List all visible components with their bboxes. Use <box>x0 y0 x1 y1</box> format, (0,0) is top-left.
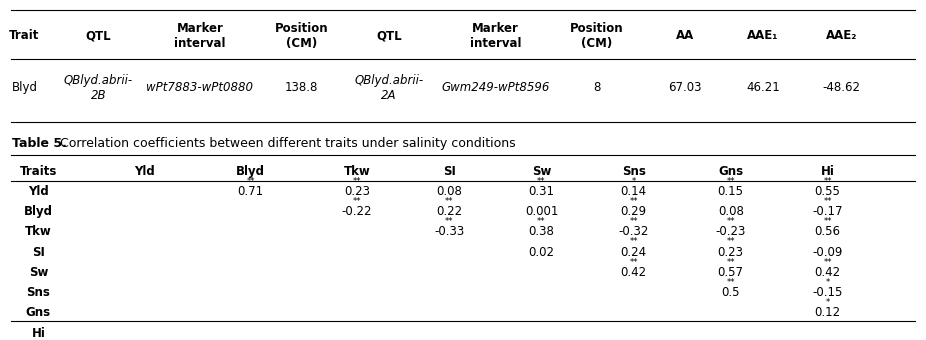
Text: 0.71: 0.71 <box>238 185 264 198</box>
Text: -0.09: -0.09 <box>812 246 843 259</box>
Text: Gns: Gns <box>719 165 744 178</box>
Text: Sns: Sns <box>622 165 645 178</box>
Text: Sns: Sns <box>26 286 50 299</box>
Text: Gns: Gns <box>26 306 51 319</box>
Text: 0.56: 0.56 <box>815 225 841 238</box>
Text: **: ** <box>630 217 638 226</box>
Text: wPt7883-wPt0880: wPt7883-wPt0880 <box>146 81 254 95</box>
Text: AAE₁: AAE₁ <box>747 29 779 42</box>
Text: 0.23: 0.23 <box>344 185 369 198</box>
Text: **: ** <box>444 217 454 226</box>
Text: 0.24: 0.24 <box>620 246 647 259</box>
Text: 0.29: 0.29 <box>620 205 647 218</box>
Text: **: ** <box>537 176 545 186</box>
Text: **: ** <box>630 257 638 267</box>
Text: 0.42: 0.42 <box>620 266 647 279</box>
Text: **: ** <box>823 176 832 186</box>
Text: *: * <box>826 278 830 287</box>
Text: Blyd: Blyd <box>24 205 53 218</box>
Text: 0.14: 0.14 <box>620 185 647 198</box>
Text: **: ** <box>823 257 832 267</box>
Text: 0.08: 0.08 <box>436 185 462 198</box>
Text: QBlyd.abrii-
2A: QBlyd.abrii- 2A <box>355 74 424 102</box>
Text: Position
(CM): Position (CM) <box>275 22 328 50</box>
Text: Hi: Hi <box>31 327 45 340</box>
Text: -0.33: -0.33 <box>434 225 464 238</box>
Text: -0.23: -0.23 <box>716 225 746 238</box>
Text: **: ** <box>727 257 735 267</box>
Text: Position
(CM): Position (CM) <box>570 22 624 50</box>
Text: Marker
interval: Marker interval <box>469 22 521 50</box>
Text: Blyd: Blyd <box>236 165 265 178</box>
Text: **: ** <box>727 176 735 186</box>
Text: *: * <box>632 176 636 186</box>
Text: **: ** <box>246 176 255 186</box>
Text: Yld: Yld <box>28 185 49 198</box>
Text: 8: 8 <box>594 81 601 95</box>
Text: Table 5.: Table 5. <box>12 137 68 150</box>
Text: **: ** <box>444 197 454 206</box>
Text: Tkw: Tkw <box>344 165 370 178</box>
Text: QBlyd.abrii-
2B: QBlyd.abrii- 2B <box>64 74 133 102</box>
Text: SI: SI <box>31 246 44 259</box>
Text: -0.22: -0.22 <box>342 205 372 218</box>
Text: -0.17: -0.17 <box>812 205 843 218</box>
Text: 67.03: 67.03 <box>668 81 701 95</box>
Text: **: ** <box>537 217 545 226</box>
Text: **: ** <box>353 197 361 206</box>
Text: Trait: Trait <box>9 29 40 42</box>
Text: *: * <box>826 298 830 307</box>
Text: Tkw: Tkw <box>25 225 52 238</box>
Text: Blyd: Blyd <box>11 81 37 95</box>
Text: Yld: Yld <box>134 165 155 178</box>
Text: -0.15: -0.15 <box>812 286 843 299</box>
Text: 0.31: 0.31 <box>529 185 555 198</box>
Text: 0.15: 0.15 <box>718 185 744 198</box>
Text: 0.02: 0.02 <box>529 246 555 259</box>
Text: 0.08: 0.08 <box>718 205 744 218</box>
Text: **: ** <box>823 217 832 226</box>
Text: **: ** <box>727 278 735 287</box>
Text: 138.8: 138.8 <box>285 81 319 95</box>
Text: 0.5: 0.5 <box>721 286 740 299</box>
Text: 46.21: 46.21 <box>746 81 780 95</box>
Text: -0.32: -0.32 <box>619 225 649 238</box>
Text: 0.23: 0.23 <box>718 246 744 259</box>
Text: Marker
interval: Marker interval <box>174 22 226 50</box>
Text: 0.12: 0.12 <box>815 306 841 319</box>
Text: 0.22: 0.22 <box>436 205 462 218</box>
Text: QTL: QTL <box>85 29 111 42</box>
Text: Sw: Sw <box>29 266 48 279</box>
Text: -48.62: -48.62 <box>822 81 860 95</box>
Text: 0.38: 0.38 <box>529 225 555 238</box>
Text: Correlation coefficients between different traits under salinity conditions: Correlation coefficients between differe… <box>56 137 515 150</box>
Text: **: ** <box>727 237 735 246</box>
Text: Hi: Hi <box>820 165 834 178</box>
Text: QTL: QTL <box>376 29 402 42</box>
Text: **: ** <box>727 217 735 226</box>
Text: 0.55: 0.55 <box>815 185 841 198</box>
Text: AAE₂: AAE₂ <box>826 29 857 42</box>
Text: Traits: Traits <box>19 165 57 178</box>
Text: AA: AA <box>675 29 694 42</box>
Text: **: ** <box>353 176 361 186</box>
Text: **: ** <box>630 197 638 206</box>
Text: **: ** <box>823 197 832 206</box>
Text: **: ** <box>630 237 638 246</box>
Text: 0.57: 0.57 <box>718 266 744 279</box>
Text: Gwm249-wPt8596: Gwm249-wPt8596 <box>441 81 549 95</box>
Text: SI: SI <box>443 165 456 178</box>
Text: Sw: Sw <box>532 165 551 178</box>
Text: 0.001: 0.001 <box>525 205 558 218</box>
Text: 0.42: 0.42 <box>815 266 841 279</box>
